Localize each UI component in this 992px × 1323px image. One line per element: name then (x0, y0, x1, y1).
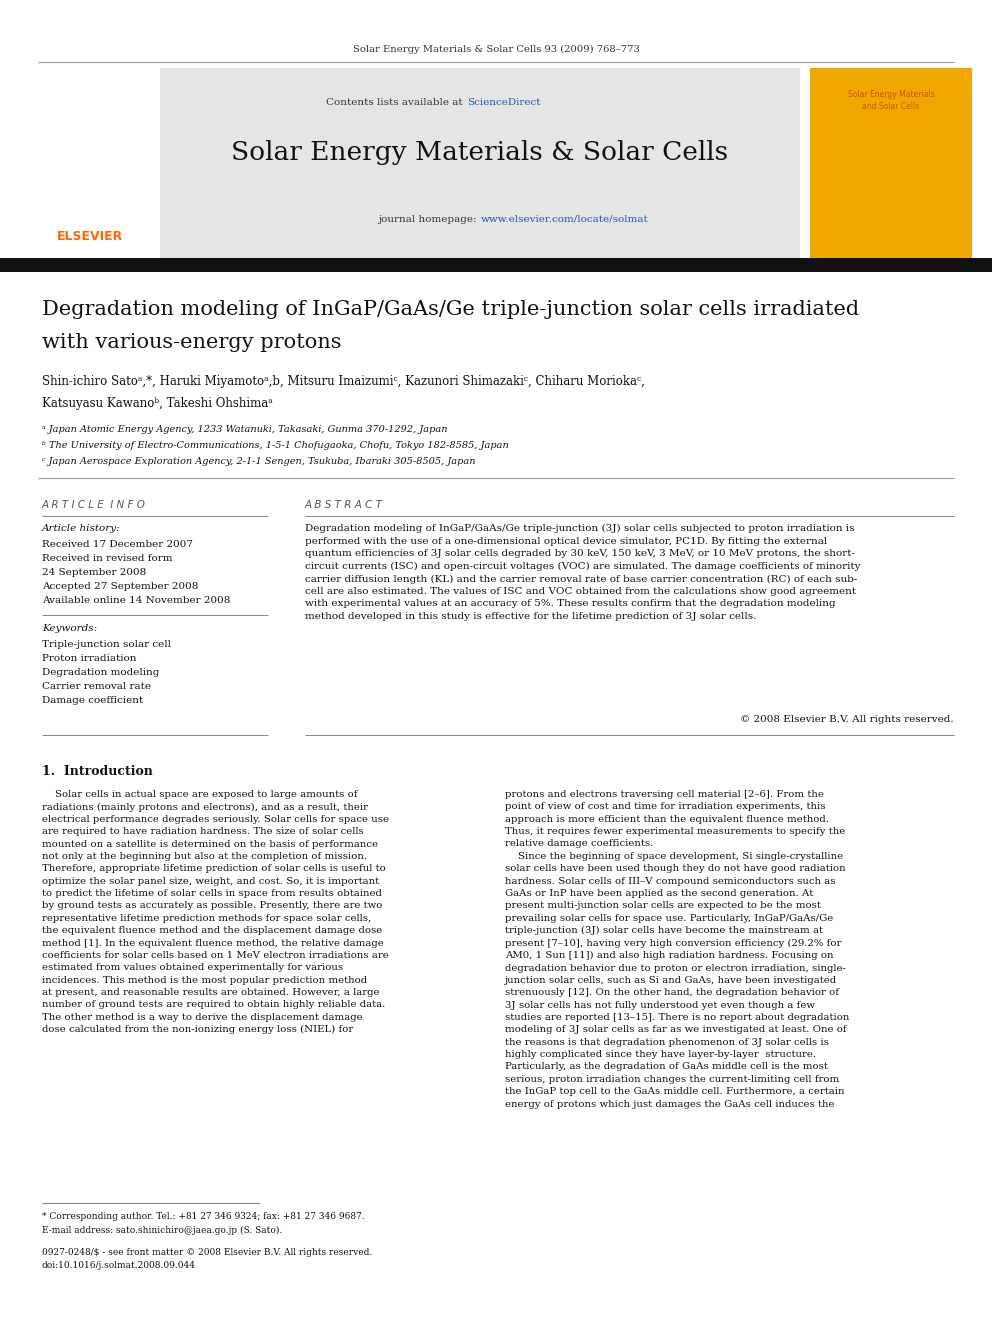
Text: 0927-0248/$ - see front matter © 2008 Elsevier B.V. All rights reserved.: 0927-0248/$ - see front matter © 2008 El… (42, 1248, 372, 1257)
Text: Solar Energy Materials
and Solar Cells: Solar Energy Materials and Solar Cells (847, 90, 934, 111)
Bar (0, 258, 992, 273)
Text: E-mail address: sato.shinichiro@jaea.go.jp (S. Sato).: E-mail address: sato.shinichiro@jaea.go.… (42, 1226, 283, 1236)
Text: ᶜ Japan Aerospace Exploration Agency, 2-1-1 Sengen, Tsukuba, Ibaraki 305-8505, J: ᶜ Japan Aerospace Exploration Agency, 2-… (42, 456, 475, 466)
Text: with various-energy protons: with various-energy protons (42, 333, 341, 352)
Text: Accepted 27 September 2008: Accepted 27 September 2008 (42, 582, 198, 591)
Bar (160, 67, 800, 258)
Text: Degradation modeling of InGaP/GaAs/Ge triple-junction solar cells irradiated: Degradation modeling of InGaP/GaAs/Ge tr… (42, 300, 859, 319)
Text: © 2008 Elsevier B.V. All rights reserved.: © 2008 Elsevier B.V. All rights reserved… (740, 714, 954, 724)
Text: Article history:: Article history: (42, 524, 121, 533)
Bar (810, 67, 972, 258)
Text: Received in revised form: Received in revised form (42, 554, 173, 564)
Text: Available online 14 November 2008: Available online 14 November 2008 (42, 595, 230, 605)
Text: ScienceDirect: ScienceDirect (467, 98, 541, 107)
Bar (20, 67, 160, 243)
Text: Keywords:: Keywords: (42, 624, 97, 632)
Text: Solar Energy Materials & Solar Cells 93 (2009) 768–773: Solar Energy Materials & Solar Cells 93 … (352, 45, 640, 54)
Text: Carrier removal rate: Carrier removal rate (42, 681, 151, 691)
Text: Degradation modeling of InGaP/GaAs/Ge triple-junction (3J) solar cells subjected: Degradation modeling of InGaP/GaAs/Ge tr… (305, 524, 860, 620)
Text: Solar Energy Materials & Solar Cells: Solar Energy Materials & Solar Cells (231, 140, 728, 165)
Text: A B S T R A C T: A B S T R A C T (305, 500, 383, 509)
Text: Triple-junction solar cell: Triple-junction solar cell (42, 640, 171, 650)
Text: ᵃ Japan Atomic Energy Agency, 1233 Watanuki, Takasaki, Gunma 370-1292, Japan: ᵃ Japan Atomic Energy Agency, 1233 Watan… (42, 425, 447, 434)
Text: www.elsevier.com/locate/solmat: www.elsevier.com/locate/solmat (481, 216, 649, 224)
Text: A R T I C L E  I N F O: A R T I C L E I N F O (42, 500, 146, 509)
Text: 24 September 2008: 24 September 2008 (42, 568, 146, 577)
Text: journal homepage:: journal homepage: (378, 216, 480, 224)
Text: ELSEVIER: ELSEVIER (57, 230, 123, 243)
Text: protons and electrons traversing cell material [2–6]. From the
point of view of : protons and electrons traversing cell ma… (505, 790, 849, 1109)
Text: 1.  Introduction: 1. Introduction (42, 765, 153, 778)
Text: Degradation modeling: Degradation modeling (42, 668, 160, 677)
Text: Proton irradiation: Proton irradiation (42, 654, 137, 663)
Text: Shin-ichiro Satoᵃ,*, Haruki Miyamotoᵃ,b, Mitsuru Imaizumiᶜ, Kazunori Shimazakiᶜ,: Shin-ichiro Satoᵃ,*, Haruki Miyamotoᵃ,b,… (42, 374, 645, 388)
Text: * Corresponding author. Tel.: +81 27 346 9324; fax: +81 27 346 9687.: * Corresponding author. Tel.: +81 27 346… (42, 1212, 365, 1221)
Text: doi:10.1016/j.solmat.2008.09.044: doi:10.1016/j.solmat.2008.09.044 (42, 1261, 196, 1270)
Text: Damage coefficient: Damage coefficient (42, 696, 143, 705)
Text: Received 17 December 2007: Received 17 December 2007 (42, 540, 193, 549)
Text: Solar cells in actual space are exposed to large amounts of
radiations (mainly p: Solar cells in actual space are exposed … (42, 790, 389, 1035)
Text: Contents lists available at: Contents lists available at (326, 98, 466, 107)
Text: ᵇ The University of Electro-Communications, 1-5-1 Chofugaoka, Chofu, Tokyo 182-8: ᵇ The University of Electro-Communicatio… (42, 441, 509, 450)
Text: Katsuyasu Kawanoᵇ, Takeshi Ohshimaᵃ: Katsuyasu Kawanoᵇ, Takeshi Ohshimaᵃ (42, 397, 273, 410)
